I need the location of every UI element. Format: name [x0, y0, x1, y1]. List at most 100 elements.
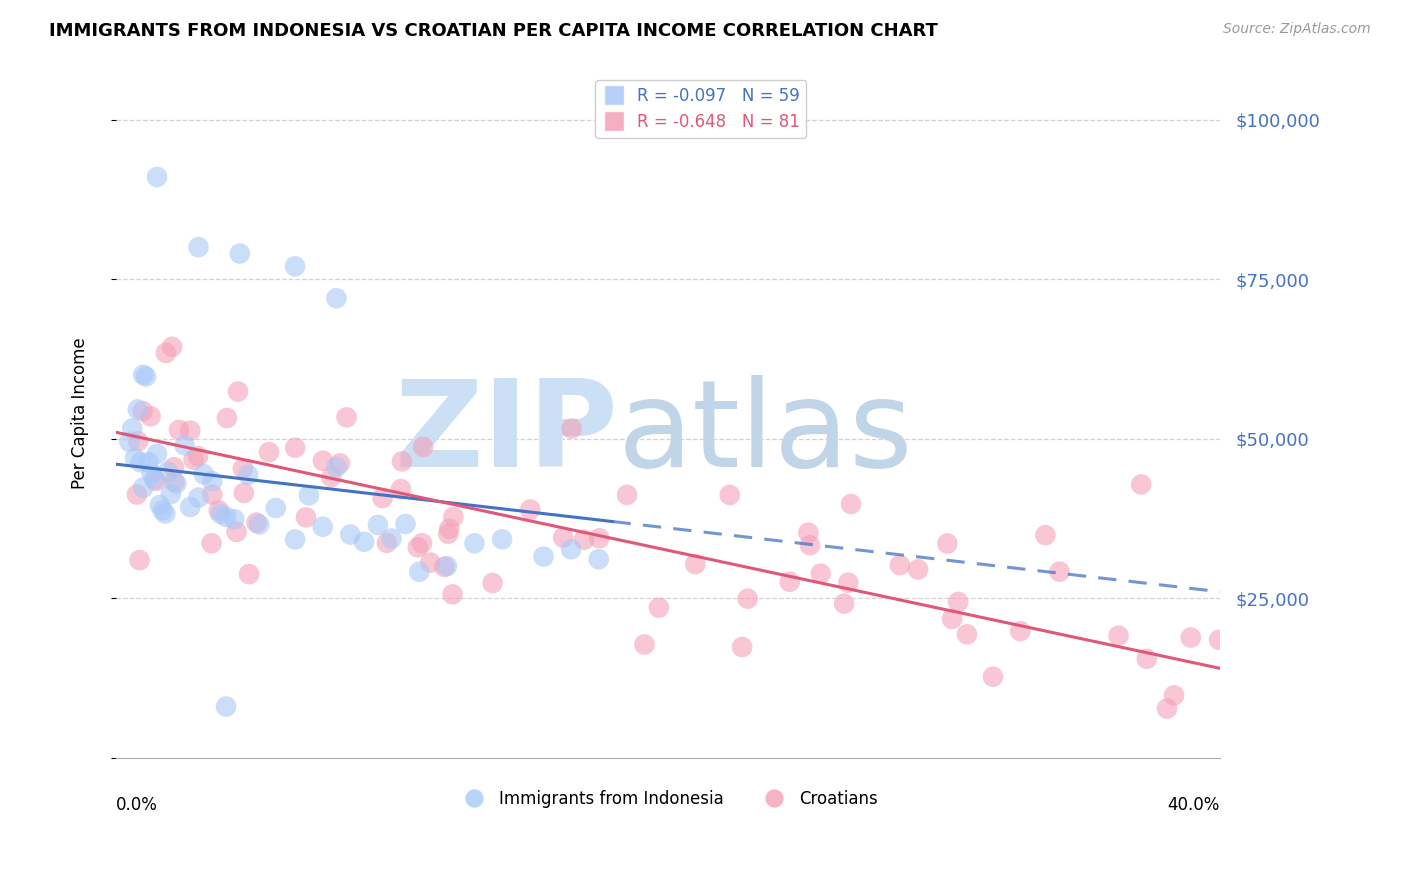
Point	[572, 533, 595, 547]
Point	[837, 575, 859, 590]
Point	[224, 512, 246, 526]
Text: 40.0%: 40.0%	[1167, 796, 1220, 814]
Point	[135, 369, 157, 384]
Point	[907, 562, 929, 576]
Point	[179, 424, 201, 438]
Point	[718, 488, 741, 502]
Point	[411, 536, 433, 550]
Point	[419, 556, 441, 570]
Point	[125, 487, 148, 501]
Point	[229, 246, 252, 260]
Point	[232, 486, 254, 500]
Point	[131, 404, 153, 418]
Point	[588, 531, 610, 545]
Point	[436, 559, 458, 574]
Point	[173, 438, 195, 452]
Point	[127, 434, 149, 449]
Point	[284, 533, 307, 547]
Point	[1156, 701, 1178, 715]
Point	[127, 402, 149, 417]
Point	[128, 553, 150, 567]
Point	[394, 516, 416, 531]
Point	[1130, 477, 1153, 491]
Point	[284, 260, 307, 274]
Point	[463, 536, 485, 550]
Legend: Immigrants from Indonesia, Croatians: Immigrants from Indonesia, Croatians	[451, 783, 884, 814]
Point	[298, 488, 321, 502]
Point	[588, 552, 610, 566]
Point	[121, 421, 143, 435]
Point	[519, 502, 541, 516]
Point	[335, 410, 357, 425]
Point	[179, 500, 201, 514]
Point	[245, 516, 267, 530]
Point	[889, 558, 911, 573]
Point	[339, 527, 361, 541]
Point	[236, 467, 259, 482]
Point	[167, 423, 190, 437]
Point	[437, 526, 460, 541]
Point	[139, 409, 162, 424]
Point	[215, 699, 238, 714]
Text: IMMIGRANTS FROM INDONESIA VS CROATIAN PER CAPITA INCOME CORRELATION CHART: IMMIGRANTS FROM INDONESIA VS CROATIAN PE…	[49, 22, 938, 40]
Point	[132, 481, 155, 495]
Point	[149, 498, 172, 512]
Point	[799, 538, 821, 552]
Point	[832, 597, 855, 611]
Point	[371, 491, 394, 505]
Point	[232, 461, 254, 475]
Point	[311, 519, 333, 533]
Point	[329, 457, 352, 471]
Point	[225, 524, 247, 539]
Point	[797, 525, 820, 540]
Text: 0.0%: 0.0%	[115, 796, 157, 814]
Point	[325, 459, 347, 474]
Point	[325, 291, 347, 305]
Text: ZIP: ZIP	[394, 376, 619, 492]
Point	[145, 474, 167, 488]
Point	[187, 240, 209, 254]
Point	[433, 559, 456, 574]
Point	[443, 509, 465, 524]
Point	[165, 476, 187, 491]
Point	[155, 507, 177, 521]
Point	[146, 447, 169, 461]
Point	[215, 411, 238, 425]
Point	[1180, 631, 1202, 645]
Point	[1035, 528, 1057, 542]
Point	[389, 482, 412, 496]
Point	[381, 532, 404, 546]
Point	[839, 497, 862, 511]
Point	[553, 531, 575, 545]
Point	[187, 491, 209, 505]
Point	[406, 541, 429, 555]
Point	[284, 441, 307, 455]
Point	[936, 536, 959, 550]
Point	[138, 455, 160, 469]
Point	[193, 467, 215, 482]
Point	[124, 451, 146, 466]
Point	[353, 534, 375, 549]
Point	[1049, 565, 1071, 579]
Point	[146, 169, 169, 184]
Point	[481, 576, 503, 591]
Point	[257, 445, 280, 459]
Point	[187, 449, 209, 463]
Point	[129, 455, 152, 469]
Point	[312, 454, 335, 468]
Point	[321, 470, 343, 484]
Point	[412, 440, 434, 454]
Point	[1108, 629, 1130, 643]
Point	[160, 487, 183, 501]
Point	[215, 510, 238, 524]
Point	[685, 557, 707, 571]
Point	[155, 346, 177, 360]
Point	[200, 536, 222, 550]
Point	[1010, 624, 1032, 639]
Point	[648, 600, 671, 615]
Point	[208, 503, 231, 517]
Point	[163, 460, 186, 475]
Point	[247, 517, 270, 532]
Point	[941, 612, 963, 626]
Point	[779, 574, 801, 589]
